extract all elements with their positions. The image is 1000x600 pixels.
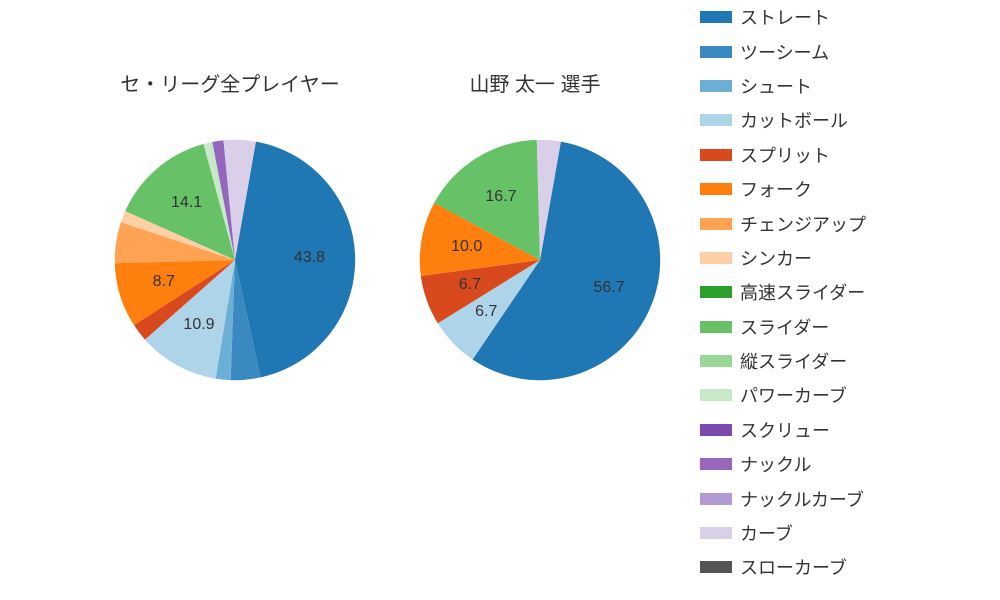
chart-container: セ・リーグ全プレイヤー 山野 太一 選手 ストレートツーシームシュートカットボー…	[0, 0, 1000, 600]
legend-label: チェンジアップ	[740, 211, 866, 237]
legend-swatch	[700, 493, 732, 505]
legend-swatch	[700, 218, 732, 230]
pie-slice-label: 10.0	[451, 238, 482, 256]
legend-item: シンカー	[700, 241, 1000, 275]
pie-chart-player	[415, 135, 665, 385]
legend-item: スローカーブ	[700, 550, 1000, 584]
legend-swatch	[700, 561, 732, 573]
legend-item: カットボール	[700, 103, 1000, 137]
legend-swatch	[700, 286, 732, 298]
legend-label: フォーク	[740, 176, 812, 202]
legend-item: カーブ	[700, 516, 1000, 550]
legend-swatch	[700, 252, 732, 264]
legend-label: カーブ	[740, 520, 793, 546]
legend-label: パワーカーブ	[740, 382, 847, 408]
legend-swatch	[700, 527, 732, 539]
legend-swatch	[700, 183, 732, 195]
chart-title-player: 山野 太一 選手	[395, 68, 675, 97]
legend-swatch	[700, 355, 732, 367]
legend-swatch	[700, 321, 732, 333]
legend-item: 縦スライダー	[700, 344, 1000, 378]
pie-slice-label: 16.7	[485, 188, 516, 206]
pie-slice-label: 8.7	[153, 273, 175, 291]
legend-item: 高速スライダー	[700, 275, 1000, 309]
legend-item: ストレート	[700, 0, 1000, 34]
pie-slice-label: 6.7	[459, 276, 481, 294]
legend-swatch	[700, 424, 732, 436]
legend-label: ナックルカーブ	[740, 486, 864, 512]
legend-label: 高速スライダー	[740, 279, 865, 305]
legend-label: 縦スライダー	[740, 348, 847, 374]
pie-slice-label: 10.9	[183, 316, 214, 334]
legend-swatch	[700, 458, 732, 470]
legend-item: パワーカーブ	[700, 378, 1000, 412]
legend-label: ツーシーム	[740, 39, 829, 65]
legend-label: シュート	[740, 73, 812, 99]
legend-label: スプリット	[740, 142, 830, 168]
legend-item: シュート	[700, 69, 1000, 103]
legend-swatch	[700, 149, 732, 161]
chart-title-league: セ・リーグ全プレイヤー	[90, 68, 370, 97]
pie-slice-label: 43.8	[294, 249, 325, 267]
legend-label: ナックル	[740, 451, 811, 477]
legend-swatch	[700, 11, 732, 23]
legend-swatch	[700, 114, 732, 126]
legend-item: ナックル	[700, 447, 1000, 481]
pie-slice-label: 56.7	[593, 279, 624, 297]
legend-item: スクリュー	[700, 413, 1000, 447]
pie-slice-label: 14.1	[171, 194, 202, 212]
legend-item: チェンジアップ	[700, 206, 1000, 240]
legend-swatch	[700, 46, 732, 58]
legend-swatch	[700, 389, 732, 401]
legend-swatch	[700, 80, 732, 92]
legend-label: シンカー	[740, 245, 812, 271]
legend-item: ナックルカーブ	[700, 481, 1000, 515]
legend: ストレートツーシームシュートカットボールスプリットフォークチェンジアップシンカー…	[700, 0, 1000, 585]
legend-item: フォーク	[700, 172, 1000, 206]
legend-label: ストレート	[740, 4, 830, 30]
legend-label: カットボール	[740, 107, 848, 133]
legend-label: スクリュー	[740, 417, 830, 443]
pie-slice-label: 6.7	[475, 303, 497, 321]
legend-label: スライダー	[740, 314, 829, 340]
legend-label: スローカーブ	[740, 554, 847, 580]
legend-item: ツーシーム	[700, 34, 1000, 68]
legend-item: スプリット	[700, 138, 1000, 172]
legend-item: スライダー	[700, 310, 1000, 344]
